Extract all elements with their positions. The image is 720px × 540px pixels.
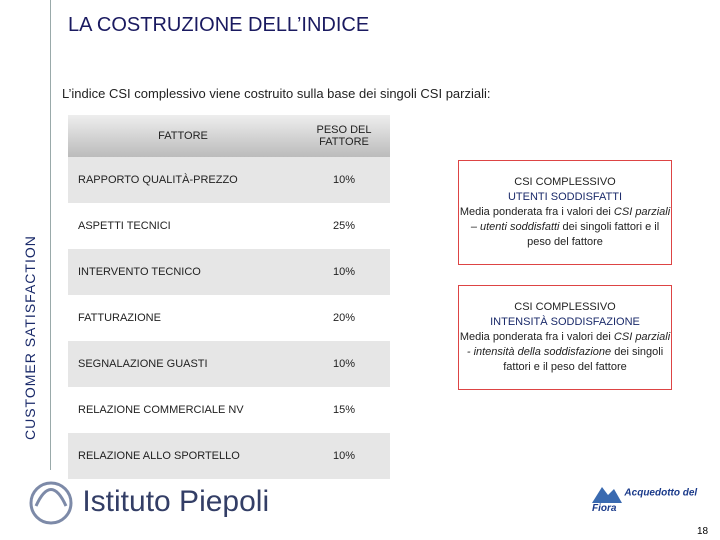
- logo-text: Acquedotto del Fiora: [592, 487, 698, 514]
- factor-cell: SEGNALAZIONE GUASTI: [68, 341, 298, 387]
- table-row: SEGNALAZIONE GUASTI 10%: [68, 341, 390, 387]
- box-subtitle: UTENTI SODDISFATTI: [507, 191, 623, 203]
- box-title: CSI COMPLESSIVO: [514, 301, 616, 313]
- factor-cell: INTERVENTO TECNICO: [68, 249, 298, 295]
- box-title: CSI COMPLESSIVO: [514, 176, 616, 188]
- logo-icon: [29, 481, 73, 525]
- box-text: Media ponderata fra i valori dei CSI par…: [459, 205, 671, 250]
- table-row: RAPPORTO QUALITÀ-PREZZO 10%: [68, 157, 390, 203]
- logo-left: Istituto Piepoli: [28, 478, 269, 528]
- text-italic: CSI parziali – utenti soddisfatti: [470, 206, 671, 233]
- logo-text: Istituto Piepoli: [82, 484, 270, 518]
- text-italic: CSI parziali - intensità della soddisfaz…: [466, 331, 671, 358]
- factor-cell: RAPPORTO QUALITÀ-PREZZO: [68, 157, 298, 203]
- factor-cell: RELAZIONE COMMERCIALE NV: [78, 404, 244, 416]
- factor-cell: FATTURAZIONE: [78, 312, 161, 324]
- box-subtitle: INTENSITÀ SODDISFAZIONE: [490, 316, 640, 328]
- text: Media ponderata fra i valori dei: [459, 206, 614, 218]
- weight-cell: 10%: [298, 157, 390, 203]
- factor-table: FATTORE PESO DEL FATTORE RAPPORTO QUALITÀ-…: [68, 115, 390, 479]
- info-box: CSI COMPLESSIVO INTENSITÀ SODDISFAZIONE Me…: [458, 285, 672, 390]
- weight-cell: 10%: [298, 249, 390, 295]
- weight-cell: 10%: [298, 433, 390, 479]
- logo-right: Acquedotto del Fiora: [592, 483, 720, 514]
- logo-icon: [592, 487, 622, 503]
- text: dei singoli fattori e il peso del fattor…: [527, 221, 660, 248]
- intro-text: L’indice CSI complessivo viene costruito…: [62, 86, 491, 101]
- side-label: CUSTOMER SATISFACTION: [22, 235, 38, 440]
- weight-cell: 10%: [298, 341, 390, 387]
- column-header: FATTORE: [68, 115, 298, 157]
- page-number: 18: [697, 526, 709, 537]
- table-row: INTERVENTO TECNICO 10%: [68, 249, 390, 295]
- text: Media ponderata fra i valori dei: [459, 331, 614, 343]
- factor-cell: RELAZIONE ALLO SPORTELLO: [68, 433, 298, 479]
- weight-cell: 20%: [332, 312, 356, 324]
- table-row: ASPETTI TECNICI 25%: [68, 203, 390, 249]
- weight-cell: 15%: [332, 404, 356, 416]
- text: dei singoli fattori e il peso del fattor…: [503, 346, 664, 373]
- info-box: CSI COMPLESSIVO UTENTI SODDISFATTI Media p…: [458, 160, 672, 265]
- column-header: PESO DEL FATTORE: [298, 115, 390, 157]
- divider: [50, 0, 51, 470]
- table-row: RELAZIONE COMMERCIALE NV 15%: [68, 387, 390, 433]
- weight-cell: 25%: [332, 220, 356, 232]
- factor-cell: ASPETTI TECNICI: [78, 220, 171, 232]
- box-text: Media ponderata fra i valori dei CSI par…: [459, 330, 671, 375]
- table-row: FATTURAZIONE 20%: [68, 295, 390, 341]
- table-row: RELAZIONE ALLO SPORTELLO 10%: [68, 433, 390, 479]
- slide-title: LA COSTRUZIONE DELL’INDICE: [68, 14, 370, 36]
